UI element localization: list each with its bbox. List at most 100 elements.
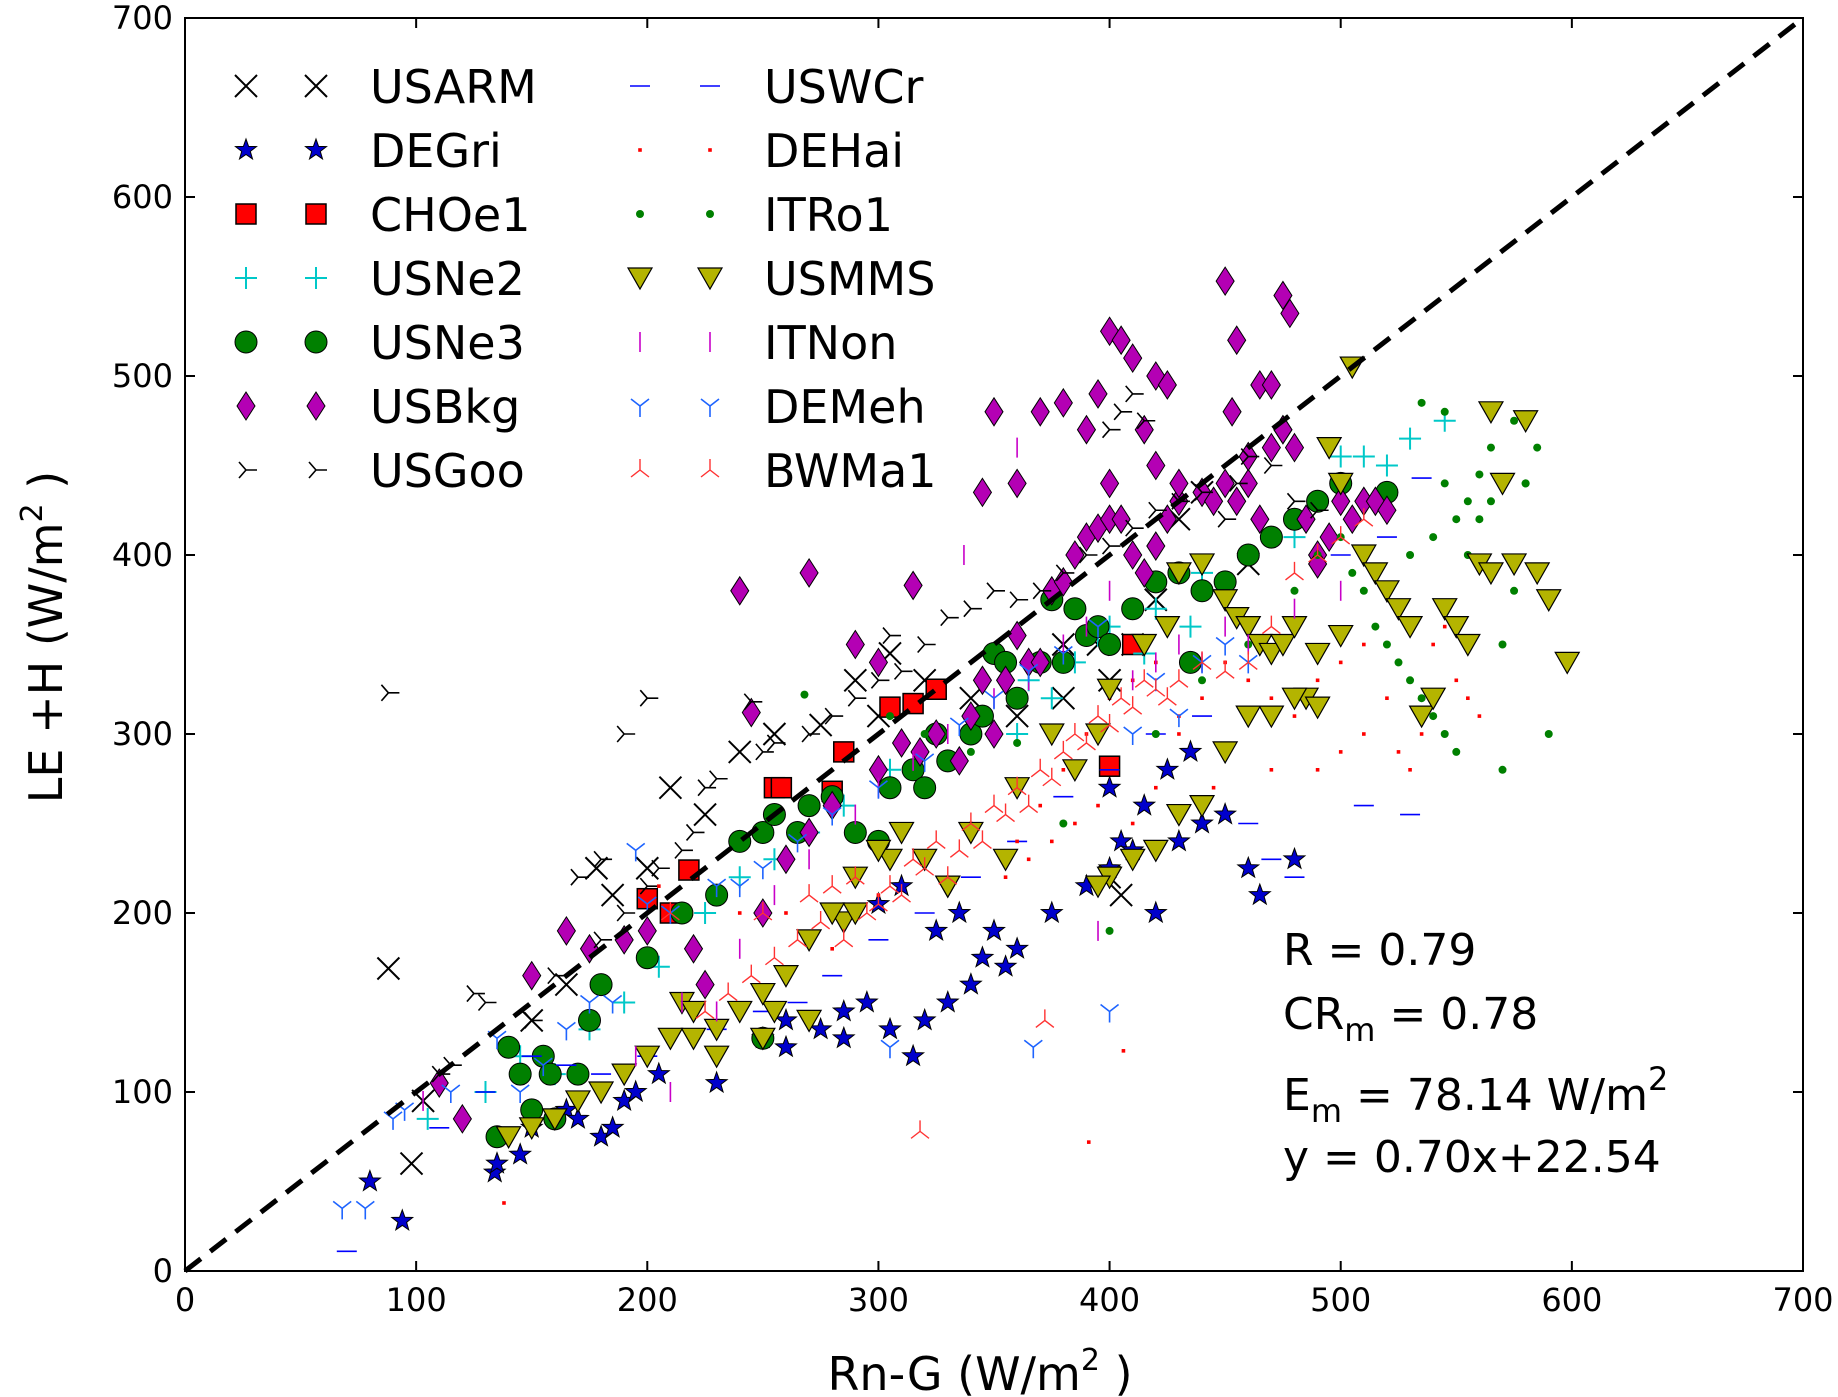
point-degri — [912, 1007, 937, 1031]
point-usne3 — [538, 1062, 562, 1086]
point-degri — [1155, 757, 1180, 780]
point-itro1 — [1406, 676, 1415, 685]
point-usbkg — [1134, 414, 1154, 445]
point-bwma1 — [961, 812, 981, 832]
point-usmms — [1350, 544, 1377, 568]
point-usbkg — [1030, 647, 1050, 678]
point-usbkg — [1053, 387, 1073, 418]
point-usmms — [1397, 616, 1424, 639]
legend-item-degri: DEGri — [234, 124, 502, 178]
point-bwma1 — [1088, 705, 1108, 724]
point-usmms — [680, 1027, 707, 1051]
point-usgoo — [1032, 582, 1052, 600]
point-usmms — [1142, 839, 1169, 863]
point-usbkg — [730, 575, 750, 606]
point-demeh — [1215, 636, 1235, 656]
y-tick-label: 400 — [112, 536, 173, 574]
point-usmms — [819, 902, 846, 926]
point-usbkg — [972, 477, 993, 508]
point-itro1 — [966, 747, 975, 756]
point-usmms — [495, 1126, 522, 1149]
legend-marker — [306, 391, 326, 421]
point-degri — [1167, 828, 1191, 852]
point-demeh — [626, 842, 646, 862]
point-degri — [1213, 802, 1238, 825]
point-usmms — [1269, 633, 1296, 657]
point-bwma1 — [660, 902, 680, 921]
point-bwma1 — [892, 884, 911, 903]
point-dehai — [737, 911, 742, 915]
legend-marker — [626, 267, 654, 291]
point-usmms — [657, 1027, 684, 1051]
point-bwma1 — [1192, 651, 1212, 670]
point-usarm — [554, 972, 579, 997]
point-usarm — [376, 956, 401, 981]
point-degri — [924, 918, 949, 941]
legend-marker — [696, 267, 724, 291]
point-bwma1 — [1215, 660, 1235, 679]
legend-label: ITNon — [764, 316, 897, 370]
point-usmms — [726, 1000, 753, 1024]
point-degri — [854, 990, 879, 1013]
point-bwma1 — [1100, 714, 1119, 733]
point-demeh — [533, 1057, 553, 1077]
legend-label: DEMeh — [764, 380, 926, 434]
point-degri — [1190, 811, 1214, 834]
point-usarm — [584, 856, 609, 880]
point-demeh — [1169, 708, 1189, 728]
series-itnon — [422, 437, 1342, 1111]
legend-marker — [235, 203, 257, 225]
point-itro1 — [1533, 443, 1542, 452]
point-usgoo — [917, 635, 936, 654]
legend-marker — [308, 461, 327, 479]
point-dehai — [1338, 660, 1343, 665]
point-bwma1 — [718, 982, 738, 1002]
legend-label: USMMS — [764, 252, 935, 306]
point-usne3 — [1005, 686, 1029, 710]
point-usmms — [992, 848, 1019, 872]
point-demeh — [1100, 1003, 1120, 1023]
point-usmms — [1316, 437, 1343, 460]
point-usmms — [611, 1063, 638, 1087]
point-dehai — [1362, 642, 1366, 647]
legend-item-dehai: DEHai — [638, 124, 904, 178]
point-degri — [1109, 828, 1134, 852]
point-usbkg — [891, 728, 912, 758]
point-usmms — [1477, 562, 1504, 586]
legend-item-usmms: USMMS — [626, 252, 935, 306]
point-bwma1 — [822, 875, 842, 894]
point-demeh — [915, 753, 935, 772]
stat-crm: CRm = 0.78 — [1283, 989, 1538, 1049]
point-usgoo — [1125, 519, 1144, 537]
point-usbkg — [1076, 414, 1097, 445]
point-dehai — [502, 1201, 506, 1205]
series-bwma1 — [660, 508, 1374, 1139]
point-bwma1 — [868, 893, 888, 912]
point-bwma1 — [799, 884, 819, 903]
point-itro1 — [1059, 819, 1068, 828]
point-usbkg — [695, 969, 715, 1000]
point-usarm — [635, 856, 659, 880]
point-demeh — [868, 780, 888, 799]
point-usne3 — [1306, 489, 1330, 513]
statistics-annotation: R = 0.79 CRm = 0.78 Em = 78.14 W/m2 y = … — [1283, 925, 1668, 1183]
legend-label: ITRo1 — [764, 188, 893, 242]
point-degri — [1178, 739, 1203, 762]
point-usarm — [1109, 883, 1133, 907]
point-usmms — [1212, 741, 1239, 765]
point-degri — [623, 1079, 648, 1103]
point-itro1 — [1440, 730, 1449, 738]
point-usmms — [749, 982, 776, 1006]
point-dehai — [657, 884, 661, 888]
point-dehai — [1061, 768, 1066, 772]
point-usmms — [1038, 723, 1065, 747]
point-bwma1 — [834, 928, 854, 948]
legend-marker — [305, 203, 327, 225]
point-usgoo — [639, 689, 659, 707]
point-usgoo — [847, 689, 867, 707]
point-itro1 — [1382, 640, 1391, 649]
point-itro1 — [1440, 407, 1449, 416]
point-dehai — [1385, 696, 1389, 700]
point-usbkg — [1280, 298, 1300, 329]
point-bwma1 — [1019, 794, 1039, 814]
